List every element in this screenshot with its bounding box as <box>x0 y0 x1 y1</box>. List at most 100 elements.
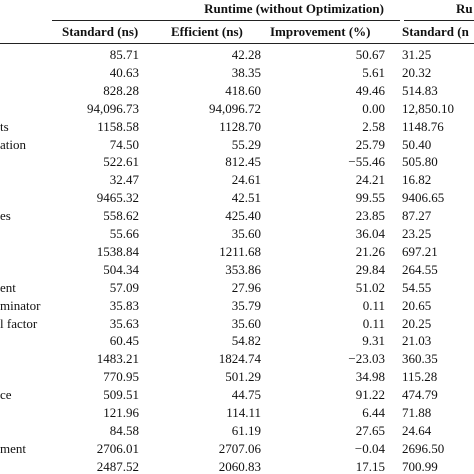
efficient-ns-cell: 418.60 <box>225 82 261 98</box>
table-row: ation 74.50 55.29 25.79 50.40 <box>0 135 474 154</box>
improvement-cell: 91.22 <box>355 387 385 403</box>
table-row: 1538.84 1211.68 21.26 697.21 <box>0 242 474 261</box>
standard-ns-cell: 57.09 <box>109 279 139 295</box>
row-name: l factor <box>0 315 38 331</box>
table-row: 60.45 54.82 9.31 21.03 <box>0 331 474 350</box>
efficient-ns-cell: 1211.68 <box>219 243 261 259</box>
column-header-efficient: Efficient (ns) <box>171 24 243 39</box>
table-row: 2487.52 2060.83 17.15 700.99 <box>0 457 474 474</box>
standard-opt-ns-cell: 505.80 <box>402 154 438 170</box>
standard-ns-cell: 770.95 <box>103 369 139 385</box>
improvement-cell: 5.61 <box>362 64 385 80</box>
row-name: minator <box>0 297 41 313</box>
group-underline-2 <box>404 20 474 21</box>
standard-ns-cell: 828.28 <box>103 82 139 98</box>
row-name: ent <box>0 279 16 295</box>
column-header-standard-optimized: Standard (n <box>402 24 469 39</box>
improvement-cell: 34.98 <box>355 369 385 385</box>
standard-ns-cell: 1483.21 <box>96 351 139 367</box>
standard-opt-ns-cell: 23.25 <box>402 226 432 241</box>
table-row: 55.66 35.60 36.04 23.25 <box>0 224 474 243</box>
standard-ns-cell: 74.50 <box>109 136 139 152</box>
improvement-cell: 0.00 <box>362 100 385 116</box>
table-row: 522.61 812.45 −55.46 505.80 <box>0 152 474 171</box>
efficient-ns-cell: 35.79 <box>231 297 261 313</box>
efficient-ns-cell: 1824.74 <box>218 351 261 367</box>
standard-opt-ns-cell: 115.28 <box>402 369 438 385</box>
standard-ns-cell: 1538.84 <box>96 243 139 259</box>
efficient-ns-cell: 2060.83 <box>218 458 261 474</box>
standard-ns-cell: 55.66 <box>109 226 139 241</box>
efficient-ns-cell: 24.61 <box>231 172 261 188</box>
standard-opt-ns-cell: 16.82 <box>402 172 432 188</box>
standard-ns-cell: 522.61 <box>103 154 139 170</box>
standard-ns-cell: 1158.58 <box>97 118 139 134</box>
efficient-ns-cell: 42.28 <box>231 47 261 62</box>
group-header-without-optimization: Runtime (without Optimization) <box>204 1 384 16</box>
improvement-cell: 27.65 <box>355 422 385 438</box>
table-row: ts 1158.58 1128.70 2.58 1148.76 <box>0 117 474 136</box>
improvement-cell: 23.85 <box>355 208 385 224</box>
efficient-ns-cell: 501.29 <box>225 369 261 385</box>
improvement-cell: 2.58 <box>362 118 385 134</box>
improvement-cell: 49.46 <box>355 82 385 98</box>
standard-ns-cell: 35.63 <box>109 315 139 331</box>
table-row: 85.71 42.28 50.67 31.25 <box>0 45 474 64</box>
standard-ns-cell: 9465.32 <box>96 190 139 206</box>
improvement-cell: 9.31 <box>362 333 385 349</box>
standard-opt-ns-cell: 9406.65 <box>402 190 445 206</box>
row-name: ation <box>0 136 26 152</box>
row-name: ts <box>0 118 9 134</box>
improvement-cell: 29.84 <box>355 261 385 277</box>
efficient-ns-cell: 35.60 <box>231 226 261 241</box>
standard-ns-cell: 60.45 <box>109 333 139 349</box>
table-row: minator 35.83 35.79 0.11 20.65 <box>0 296 474 315</box>
efficient-ns-cell: 54.82 <box>231 333 261 349</box>
efficient-ns-cell: 55.29 <box>231 136 261 152</box>
efficient-ns-cell: 44.75 <box>231 387 261 403</box>
efficient-ns-cell: 27.96 <box>231 279 261 295</box>
standard-ns-cell: 85.71 <box>109 47 139 62</box>
standard-opt-ns-cell: 24.64 <box>402 422 432 438</box>
standard-ns-cell: 94,096.73 <box>87 100 139 116</box>
efficient-ns-cell: 61.19 <box>231 422 261 438</box>
row-name: ment <box>0 440 26 456</box>
standard-opt-ns-cell: 264.55 <box>402 261 438 277</box>
standard-ns-cell: 40.63 <box>109 64 139 80</box>
standard-opt-ns-cell: 2696.50 <box>402 440 445 456</box>
row-name: ce <box>0 387 12 403</box>
improvement-cell: 21.26 <box>355 243 385 259</box>
standard-ns-cell: 509.51 <box>103 387 139 403</box>
efficient-ns-cell: 38.35 <box>231 64 261 80</box>
improvement-cell: −55.46 <box>348 154 385 170</box>
efficient-ns-cell: 1128.70 <box>219 118 261 134</box>
column-header-standard: Standard (ns) <box>62 24 139 39</box>
standard-opt-ns-cell: 360.35 <box>402 351 438 367</box>
improvement-cell: 36.04 <box>355 226 385 241</box>
standard-opt-ns-cell: 20.65 <box>402 297 432 313</box>
standard-opt-ns-cell: 697.21 <box>402 243 438 259</box>
improvement-cell: 17.15 <box>355 458 385 474</box>
standard-opt-ns-cell: 700.99 <box>402 458 438 474</box>
efficient-ns-cell: 425.40 <box>225 208 261 224</box>
standard-opt-ns-cell: 21.03 <box>402 333 432 349</box>
standard-ns-cell: 504.34 <box>103 261 139 277</box>
table-row: 504.34 353.86 29.84 264.55 <box>0 260 474 279</box>
improvement-cell: −0.04 <box>354 440 385 456</box>
improvement-cell: 50.67 <box>355 47 385 62</box>
table-row: ce 509.51 44.75 91.22 474.79 <box>0 385 474 404</box>
improvement-cell: 51.02 <box>355 279 385 295</box>
table-row: ent 57.09 27.96 51.02 54.55 <box>0 278 474 297</box>
standard-ns-cell: 35.83 <box>109 297 139 313</box>
standard-ns-cell: 121.96 <box>103 405 139 420</box>
table-row: l factor 35.63 35.60 0.11 20.25 <box>0 314 474 333</box>
improvement-cell: 6.44 <box>362 405 385 420</box>
improvement-cell: −23.03 <box>348 351 385 367</box>
improvement-cell: 0.11 <box>362 315 385 331</box>
table-row: 121.96 114.11 6.44 71.88 <box>0 403 474 422</box>
table-row: 9465.32 42.51 99.55 9406.65 <box>0 188 474 207</box>
group-underline-1 <box>52 20 400 21</box>
improvement-cell: 25.79 <box>355 136 385 152</box>
efficient-ns-cell: 353.86 <box>225 261 261 277</box>
table-row: 1483.21 1824.74 −23.03 360.35 <box>0 349 474 368</box>
